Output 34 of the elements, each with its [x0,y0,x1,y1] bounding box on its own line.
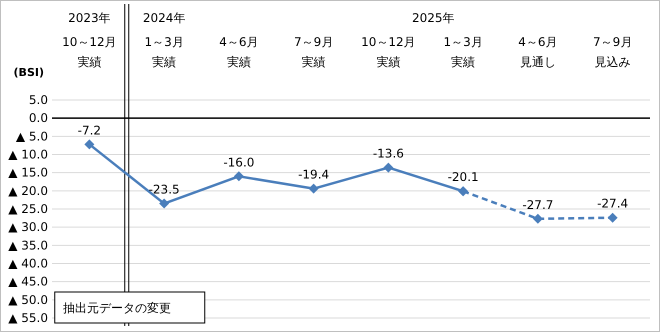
x-tick-label: 1～3月実績 [443,35,483,69]
y-tick-label: ▲ 10.0 [8,148,48,162]
x-tick-label: 10～12月実績 [62,35,117,69]
y-tick-label: ▲ 30.0 [8,220,48,234]
data-label: -16.0 [223,155,254,170]
text: 2023年 [68,11,111,25]
y-tick-label: ▲ 5.0 [16,129,48,144]
y-tick-label: ▲ 45.0 [8,274,48,289]
y-tick-label: ▲ 25.0 [8,202,48,216]
data-label: -20.1 [448,170,479,184]
y-tick-label: ▲ 40.0 [8,256,48,270]
data-label: -23.5 [148,182,180,197]
y-tick-label: ▲ 35.0 [8,238,48,252]
x-tick-label: 7～9月見込み [592,35,632,69]
y-tick-label: 0.0 [28,111,48,126]
x-tick-label: 7～9月実績 [294,35,334,69]
data-label: -13.6 [372,146,404,161]
x-tick-label: 4～6月見通し [518,35,558,69]
y-axis-title: (BSI) [14,66,44,79]
y-tick-label: ▲ 20.0 [8,184,48,198]
data-label: -19.4 [298,168,330,182]
y-tick-label: ▲ 15.0 [8,166,48,180]
y-tick-label: ▲ 55.0 [8,311,48,325]
data-label: -7.2 [78,123,102,138]
text: 2025年 [412,11,454,25]
x-tick-label: 4～6月実績 [219,35,259,69]
data-label: -27.4 [597,196,628,211]
text: 2024年 [142,11,186,25]
data-label: -27.7 [522,198,554,212]
y-tick-label: ▲ 50.0 [8,292,48,307]
x-tick-label: 10～12月実績 [361,35,416,69]
annotation: 抽出元データの変更 [62,301,171,315]
y-tick-label: 5.0 [28,93,48,107]
x-tick-label: 1～3月実績 [144,35,184,69]
